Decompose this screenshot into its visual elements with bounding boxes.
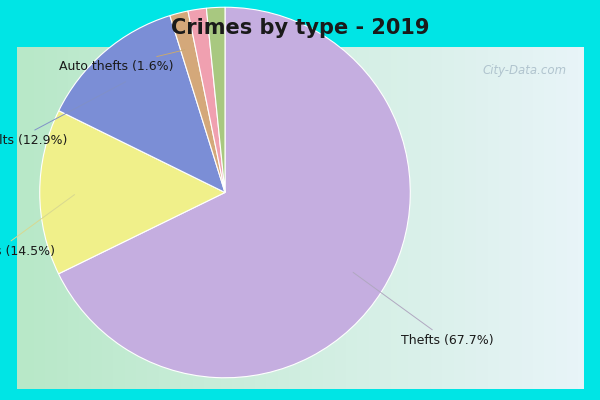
Wedge shape [59, 7, 410, 378]
Wedge shape [188, 8, 225, 192]
Text: City-Data.com: City-Data.com [482, 64, 566, 77]
Wedge shape [40, 111, 225, 274]
Text: Crimes by type - 2019: Crimes by type - 2019 [171, 18, 429, 38]
Wedge shape [170, 11, 225, 192]
Text: Murders (1.6%): Murders (1.6%) [0, 399, 1, 400]
Wedge shape [59, 16, 225, 192]
Text: Auto thefts (1.6%): Auto thefts (1.6%) [59, 50, 185, 73]
Text: Robberies (1.6%): Robberies (1.6%) [0, 399, 1, 400]
Text: Thefts (67.7%): Thefts (67.7%) [353, 272, 494, 347]
Text: Burglaries (14.5%): Burglaries (14.5%) [0, 195, 74, 258]
Wedge shape [206, 7, 225, 192]
Text: Assaults (12.9%): Assaults (12.9%) [0, 82, 125, 147]
